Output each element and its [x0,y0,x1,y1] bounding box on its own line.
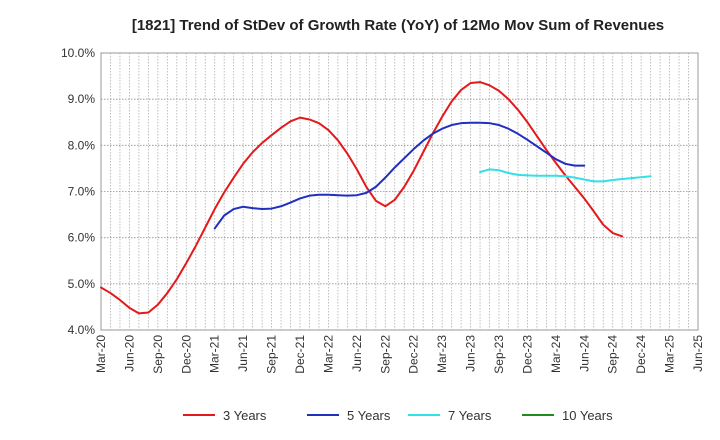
x-axis-ticks: Mar-20 Jun-20 Sep-20 Dec-20 Mar-21 Jun-21 Sep-… [94,335,705,374]
legend-label: 3 Years [223,408,267,423]
legend-label: 10 Years [562,408,613,423]
y-tick-label: 4.0% [68,323,96,337]
series-line-5-years [213,121,586,230]
x-tick-label: Dec-24 [634,335,648,374]
x-tick-label: Dec-20 [179,335,193,374]
x-tick-label: Jun-23 [464,335,478,372]
x-tick-label: Dec-23 [520,335,534,374]
x-tick-label: Sep-24 [606,335,620,374]
x-tick-label: Mar-24 [549,335,563,373]
series-line-3-years [100,81,624,315]
series-line-7-years [479,168,652,183]
x-tick-label: Dec-22 [407,335,421,374]
y-axis-ticks: 4.0% 5.0% 6.0% 7.0% 8.0% 9.0% 10.0% [61,46,95,337]
x-tick-label: Jun-22 [350,335,364,372]
x-tick-label: Dec-21 [293,335,307,374]
x-tick-label: Jun-24 [577,335,591,372]
x-tick-label: Sep-23 [492,335,506,374]
x-tick-label: Mar-25 [663,335,677,373]
x-tick-label: Mar-20 [94,335,108,373]
chart-title: [1821] Trend of StDev of Growth Rate (Yo… [132,17,664,34]
x-tick-label: Mar-22 [321,335,335,373]
legend: 3 Years 5 Years 7 Years 10 Years [183,408,613,423]
x-tick-label: Sep-21 [265,335,279,374]
y-tick-label: 8.0% [68,138,96,152]
y-tick-label: 5.0% [68,277,96,291]
x-tick-label: Sep-20 [151,335,165,374]
x-tick-label: Mar-21 [208,335,222,373]
series-layer [100,81,652,315]
y-tick-label: 9.0% [68,92,96,106]
x-tick-label: Mar-23 [435,335,449,373]
legend-label: 7 Years [448,408,492,423]
y-tick-label: 10.0% [61,46,95,60]
x-tick-label: Jun-21 [236,335,250,372]
y-tick-label: 7.0% [68,185,96,199]
y-tick-label: 6.0% [68,231,96,245]
x-tick-label: Jun-25 [691,335,705,372]
legend-label: 5 Years [347,408,391,423]
x-tick-label: Jun-20 [122,335,136,372]
x-tick-label: Sep-22 [378,335,392,374]
